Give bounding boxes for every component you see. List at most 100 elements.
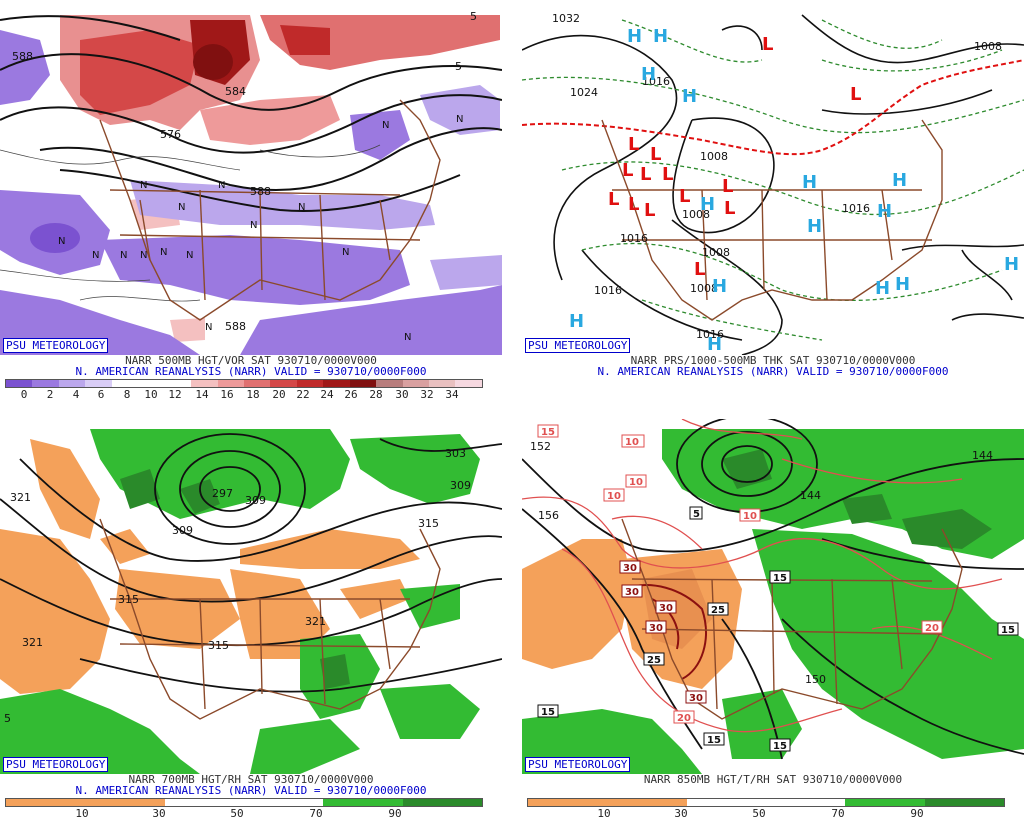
isobar-label: 1008: [682, 208, 710, 221]
colorbar-swatch: [402, 799, 482, 806]
svg-text:15: 15: [707, 735, 721, 746]
svg-text:20: 20: [925, 623, 939, 634]
vort-label: N: [140, 180, 147, 191]
temp-label: 20: [921, 620, 943, 634]
temp-label: 20: [673, 710, 695, 724]
temp-label: 30: [645, 620, 667, 634]
high-pressure-icon: H: [641, 64, 656, 85]
colorbar-swatch: [6, 380, 33, 387]
rh-700-map: 321 309 297 309 315 315 321 321 303 309 …: [0, 419, 502, 774]
low-pressure-icon: L: [608, 189, 619, 210]
contour-label: 588: [225, 320, 246, 333]
colorbar-swatch: [376, 380, 403, 387]
low-pressure-icon: L: [694, 259, 705, 280]
high-pressure-icon: H: [892, 170, 907, 191]
contour-label: 152: [530, 440, 551, 453]
high-pressure-icon: H: [682, 86, 697, 107]
vort-label: N: [140, 250, 147, 261]
low-pressure-icon: L: [662, 164, 673, 185]
panel-pressure-thickness: 1032 1024 1016 1008 1008 1016 1008 1016 …: [522, 0, 1024, 400]
colorbar-swatch: [85, 380, 112, 387]
colorbar-swatch: [138, 380, 165, 387]
low-pressure-icon: L: [762, 34, 773, 55]
vorticity-positive-fill: [60, 15, 500, 342]
height-contour-labels: 152 156 144 150 144: [530, 440, 993, 686]
political-borders: [99, 518, 441, 720]
temp-label: 30: [655, 600, 677, 614]
low-pressure-icon: L: [650, 144, 661, 165]
temp-label: 15: [769, 738, 791, 752]
contour-label: 303: [445, 447, 466, 460]
temp-label: 15: [997, 622, 1019, 636]
vort-label: N: [456, 114, 463, 125]
isobar-label: 1016: [842, 202, 870, 215]
colorbar-tick: 28: [369, 388, 383, 401]
low-pressure-icon: L: [679, 186, 690, 207]
svg-text:5: 5: [693, 509, 700, 520]
temp-label: 15: [537, 424, 559, 438]
colorbar-swatch: [32, 380, 59, 387]
colorbar-swatch: [765, 799, 846, 806]
colorbar-tick: 22: [296, 388, 310, 401]
svg-text:30: 30: [689, 693, 703, 704]
colorbar-tick: 32: [420, 388, 434, 401]
rh-colorbar-ticks: 10 30 50 70 90: [0, 807, 502, 820]
vort-label: N: [160, 247, 167, 258]
colorbar-swatch: [217, 380, 244, 387]
temp-label: 10: [625, 474, 647, 488]
high-pressure-icon: H: [875, 278, 890, 299]
contour-label: 315: [418, 517, 439, 530]
vorticity-map: 588 576 588 584 588 5 5 N N N N N N N N …: [0, 0, 502, 355]
temp-label: 30: [619, 560, 641, 574]
contour-label: 315: [208, 639, 229, 652]
colorbar-swatch: [528, 799, 608, 806]
contour-label: 576: [160, 128, 181, 141]
vorticity-contours: [0, 144, 381, 302]
isobar-label: 1016: [620, 232, 648, 245]
contour-label: 297: [212, 487, 233, 500]
colorbar-tick: 8: [123, 388, 131, 401]
vort-label: N: [382, 120, 389, 131]
contour-label: 150: [805, 673, 826, 686]
colorbar-swatch: [243, 380, 271, 387]
temp-850-map: 152 156 144 150 144 10 5 10 10 10 15 30 …: [522, 419, 1024, 774]
temp-label: 25: [643, 652, 665, 666]
colorbar-swatch: [164, 799, 244, 806]
panel-700mb-rh: 321 309 297 309 315 315 321 321 303 309 …: [0, 419, 502, 820]
panel-500mb-vorticity: 588 576 588 584 588 5 5 N N N N N N N N …: [0, 0, 502, 401]
colorbar-swatch: [243, 799, 324, 806]
map-title: NARR 850MB HGT/T/RH SAT 930710/0000V000: [643, 773, 903, 786]
colorbar-tick: 14: [195, 388, 209, 401]
svg-text:10: 10: [743, 511, 757, 522]
psu-badge: PSU METEOROLOGY: [3, 757, 109, 772]
map-valid-line: N. AMERICAN REANALYSIS (NARR) VALID = 93…: [75, 365, 427, 378]
540-thickness-line: [522, 59, 1024, 156]
colorbar-tick: 0: [20, 388, 28, 401]
map-title: NARR 700MB HGT/RH SAT 930710/0000V000: [128, 773, 374, 786]
low-pressure-icon: L: [850, 84, 861, 105]
low-pressure-icon: L: [628, 134, 639, 155]
contour-label: 321: [10, 491, 31, 504]
isobar-label: 1032: [552, 12, 580, 25]
map-title: NARR 500MB HGT/VOR SAT 930710/0000V000: [125, 354, 377, 367]
colorbar-swatch: [845, 799, 925, 806]
political-borders: [601, 119, 943, 321]
isobar-label: 1008: [690, 282, 718, 295]
temp-label: 30: [621, 584, 643, 598]
temp-label: 30: [685, 690, 707, 704]
colorbar-swatch: [686, 799, 766, 806]
colorbar-tick: 10: [597, 807, 611, 820]
contour-label: 588: [250, 185, 271, 198]
temp-label: 5: [689, 506, 703, 520]
colorbar-tick: 70: [831, 807, 845, 820]
colorbar-tick: 26: [344, 388, 358, 401]
temperature-labels: 10 5 10 10 10 15 30 30 30 30 25 25 15 30…: [537, 424, 1019, 752]
temp-label: 25: [707, 602, 729, 616]
vorticity-colorbar-ticks: 0 2 4 6 8 10 12 14 16 18 20 22 24 26 28 …: [0, 388, 502, 401]
temp-label: 10: [603, 488, 625, 502]
thickness-contours: [522, 19, 1024, 341]
colorbar-swatch: [6, 799, 86, 806]
vort-label: N: [92, 250, 99, 261]
high-pressure-icon: H: [707, 334, 722, 355]
high-pressure-icon: H: [807, 216, 822, 237]
